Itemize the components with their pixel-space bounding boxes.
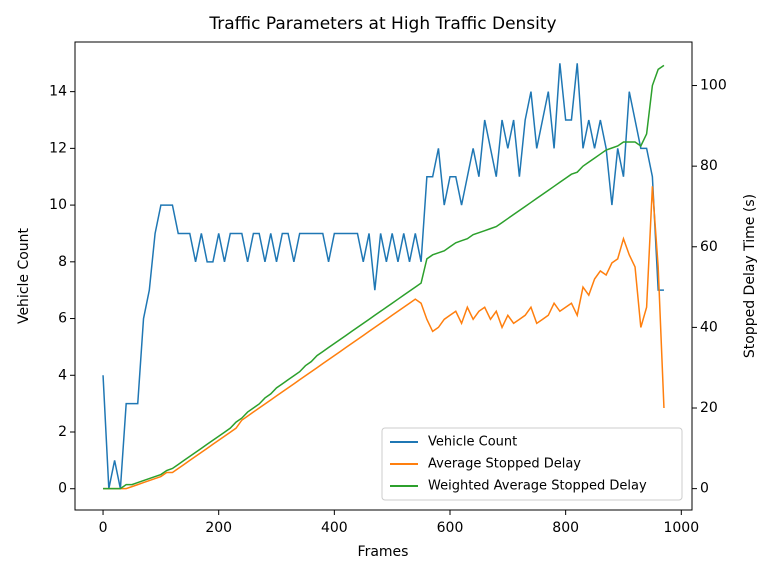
y2-tick-label: 60 — [700, 239, 718, 255]
chart-title: Traffic Parameters at High Traffic Densi… — [208, 14, 556, 34]
legend-label: Vehicle Count — [428, 435, 517, 450]
y2-tick-label: 80 — [700, 158, 718, 174]
y-tick-label: 0 — [58, 481, 67, 497]
x-tick-label: 0 — [99, 520, 108, 536]
x-tick-label: 800 — [552, 520, 579, 536]
plot-frame — [74, 41, 693, 511]
y-tick-label: 4 — [58, 367, 67, 383]
series-line — [103, 186, 665, 490]
legend-label: Weighted Average Stopped Delay — [428, 479, 647, 494]
y-axis-label: Vehicle Count — [16, 227, 32, 324]
x-axis-label: Frames — [358, 544, 409, 560]
y-tick-label: 8 — [58, 254, 67, 270]
series-line — [103, 64, 665, 490]
series-line — [102, 63, 664, 489]
y2-tick-label: 20 — [700, 400, 718, 416]
legend-label: Average Stopped Delay — [428, 457, 581, 472]
y-tick-label: 12 — [49, 140, 67, 156]
legend-box — [381, 427, 683, 501]
x-tick-label: 400 — [321, 520, 348, 536]
y2-tick-label: 0 — [700, 481, 709, 497]
y2-axis-label: Stopped Delay Time (s) — [742, 194, 758, 358]
y-tick-label: 10 — [49, 197, 67, 213]
x-tick-label: 600 — [437, 520, 464, 536]
y2-tick-label: 100 — [700, 78, 727, 94]
x-tick-label: 1000 — [663, 520, 699, 536]
x-tick-label: 200 — [205, 520, 232, 536]
y-tick-label: 2 — [58, 424, 67, 440]
y-tick-label: 6 — [58, 311, 67, 327]
y-tick-label: 14 — [49, 84, 67, 100]
y2-tick-label: 40 — [700, 319, 718, 335]
